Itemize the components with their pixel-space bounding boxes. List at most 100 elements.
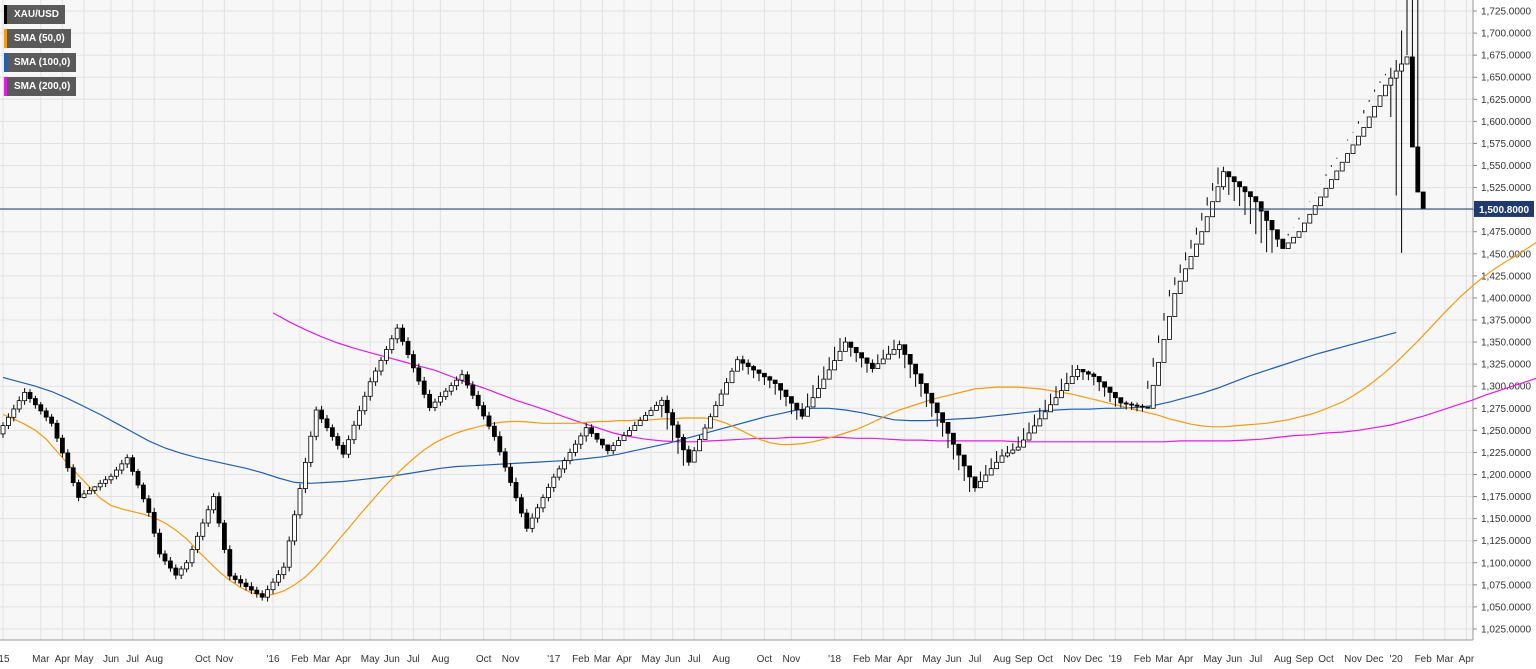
candle-down[interactable]: [1107, 386, 1113, 393]
candle-down[interactable]: [870, 362, 875, 369]
candle-down[interactable]: [60, 437, 65, 454]
candle-down[interactable]: [1420, 191, 1426, 210]
candle-down[interactable]: [475, 394, 481, 407]
candle-down[interactable]: [486, 415, 492, 427]
candle-up[interactable]: [1404, 56, 1410, 65]
candle-up[interactable]: [367, 381, 373, 397]
candle-up[interactable]: [1302, 222, 1307, 233]
candle-up[interactable]: [1318, 196, 1323, 207]
candle-down[interactable]: [1242, 186, 1248, 193]
candle-down[interactable]: [1410, 56, 1415, 148]
candle-up[interactable]: [1172, 293, 1178, 317]
candle-up[interactable]: [1177, 280, 1183, 294]
candle-up[interactable]: [1015, 446, 1021, 451]
candle-down[interactable]: [1237, 181, 1242, 188]
candle-down[interactable]: [1258, 201, 1264, 212]
candle-up[interactable]: [1361, 127, 1367, 137]
candle-down[interactable]: [1102, 381, 1107, 388]
candle-down[interactable]: [594, 433, 600, 440]
candle-down[interactable]: [524, 512, 530, 529]
candle-up[interactable]: [351, 424, 357, 441]
candle-up[interactable]: [535, 507, 540, 519]
candle-up[interactable]: [529, 517, 535, 529]
candle-up[interactable]: [394, 327, 400, 340]
candle-up[interactable]: [691, 450, 697, 463]
candle-up[interactable]: [718, 393, 724, 406]
candle-down[interactable]: [1086, 371, 1091, 375]
candle-up[interactable]: [459, 374, 465, 381]
candle-down[interactable]: [216, 496, 222, 524]
candle-down[interactable]: [54, 422, 60, 439]
candle-up[interactable]: [11, 408, 17, 418]
candle-up[interactable]: [292, 514, 298, 542]
candle-down[interactable]: [227, 549, 233, 577]
candle-down[interactable]: [1118, 397, 1124, 404]
candle-up[interactable]: [1059, 390, 1064, 399]
candle-down[interactable]: [324, 418, 330, 429]
candle-up[interactable]: [356, 410, 362, 426]
candle-down[interactable]: [605, 444, 611, 452]
candle-up[interactable]: [103, 479, 108, 484]
candle-up[interactable]: [1356, 135, 1361, 146]
legend-item-sma200[interactable]: SMA (200,0): [4, 77, 77, 96]
legend-item-sma50[interactable]: SMA (50,0): [4, 29, 71, 48]
candle-down[interactable]: [259, 593, 265, 598]
candle-down[interactable]: [745, 362, 751, 367]
candle-down[interactable]: [481, 405, 487, 417]
candle-up[interactable]: [540, 497, 546, 509]
candle-down[interactable]: [853, 346, 859, 354]
candle-down[interactable]: [1140, 405, 1145, 408]
candle-up[interactable]: [1399, 63, 1404, 72]
candle-up[interactable]: [92, 486, 98, 491]
candle-down[interactable]: [778, 383, 783, 391]
candle-down[interactable]: [400, 327, 406, 342]
candle-up[interactable]: [454, 379, 460, 387]
candle-up[interactable]: [556, 468, 562, 478]
candle-up[interactable]: [1339, 161, 1345, 172]
candle-up[interactable]: [702, 427, 708, 440]
candle-up[interactable]: [1037, 418, 1043, 427]
candle-up[interactable]: [1199, 231, 1205, 245]
candle-down[interactable]: [783, 389, 789, 398]
candle-down[interactable]: [934, 402, 940, 414]
candle-up[interactable]: [281, 566, 287, 576]
candle-up[interactable]: [805, 406, 810, 417]
candle-up[interactable]: [1334, 170, 1340, 181]
candle-up[interactable]: [551, 476, 557, 488]
candle-down[interactable]: [794, 402, 800, 411]
candle-down[interactable]: [243, 582, 249, 587]
candle-up[interactable]: [708, 416, 713, 429]
candle-down[interactable]: [929, 392, 935, 404]
candle-down[interactable]: [756, 369, 762, 374]
candle-down[interactable]: [519, 497, 524, 514]
candle-up[interactable]: [583, 427, 589, 437]
candle-up[interactable]: [1032, 425, 1037, 434]
candle-up[interactable]: [1372, 105, 1377, 118]
candle-up[interactable]: [697, 439, 702, 452]
candle-up[interactable]: [189, 549, 195, 564]
candle-down[interactable]: [1123, 402, 1129, 405]
candle-up[interactable]: [437, 396, 443, 403]
candle-down[interactable]: [405, 340, 411, 356]
candle-down[interactable]: [686, 449, 692, 463]
candle-up[interactable]: [1291, 236, 1296, 244]
candle-down[interactable]: [945, 421, 951, 434]
candle-down[interactable]: [502, 451, 508, 468]
candle-down[interactable]: [859, 352, 864, 359]
candle-up[interactable]: [810, 397, 816, 408]
candle-down[interactable]: [961, 454, 967, 467]
candle-down[interactable]: [918, 373, 924, 384]
candle-up[interactable]: [1383, 84, 1388, 97]
candle-down[interactable]: [464, 374, 470, 386]
candle-up[interactable]: [880, 358, 886, 365]
candle-up[interactable]: [573, 443, 578, 453]
candle-down[interactable]: [848, 341, 854, 348]
legend-item-sma100[interactable]: SMA (100,0): [4, 53, 77, 72]
candle-down[interactable]: [33, 398, 38, 406]
candle-up[interactable]: [875, 363, 881, 369]
candle-down[interactable]: [76, 482, 81, 498]
candle-up[interactable]: [1042, 411, 1048, 420]
candle-down[interactable]: [681, 437, 686, 451]
candle-up[interactable]: [886, 353, 891, 360]
candle-up[interactable]: [194, 535, 200, 550]
